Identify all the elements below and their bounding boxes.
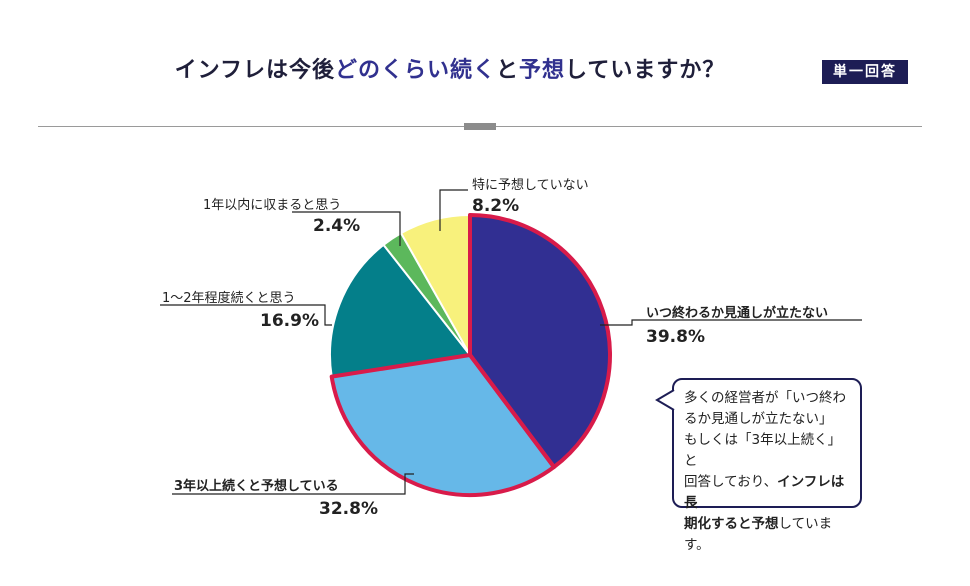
chart-title: インフレは今後どのくらい続くと予想していますか？ xyxy=(0,52,900,84)
title-part-b: どのくらい続く xyxy=(334,57,496,83)
callout-line-1: 多くの経営者が「いつ終わ xyxy=(684,390,846,406)
slice-label-0: いつ終わるか見通しが立たない xyxy=(646,306,829,321)
callout-line-4: 回答しており、インフレは長 xyxy=(684,472,850,514)
callout-line-5a: 期化すると予想 xyxy=(684,516,779,532)
callout-line-5: 期化すると予想しています。 xyxy=(684,514,850,556)
slice-value-2: 16.9% xyxy=(260,311,319,331)
slice-value-1: 32.8% xyxy=(319,499,378,519)
slice-label-3: 1年以内に収まると思う xyxy=(203,198,342,213)
title-part-e: していますか？ xyxy=(565,57,726,83)
callout-line-5b: しています。 xyxy=(684,516,833,553)
leader-line-slice-1 xyxy=(172,473,414,495)
title-part-a: インフレは今後 xyxy=(174,57,335,83)
pie-slice-2 xyxy=(329,243,472,378)
highlight-outline-1 xyxy=(329,353,556,497)
leader-line-slice-3 xyxy=(292,211,401,246)
highlight-outline-0 xyxy=(468,213,612,470)
title-part-c: と xyxy=(495,57,519,83)
leader-line-slice-4 xyxy=(439,189,468,231)
callout-line-3: もしくは「3年以上続く」と xyxy=(684,432,842,469)
slice-value-4: 8.2% xyxy=(472,196,520,216)
leader-lines xyxy=(160,189,862,495)
pie-slices xyxy=(329,213,612,497)
title-part-d: 予想 xyxy=(519,57,566,83)
callout-line-4b: インフレは長 xyxy=(684,474,845,511)
slice-label-1: 3年以上続くと予想している xyxy=(174,479,339,494)
answer-type-badge: 単一回答 xyxy=(822,60,908,84)
slice-value-3: 2.4% xyxy=(313,216,361,236)
callout-line-4a: 回答しており、 xyxy=(684,474,778,490)
slice-label-4: 特に予想していない xyxy=(472,178,589,193)
callout-pointer xyxy=(655,389,675,411)
slice-value-0: 39.8% xyxy=(646,327,705,347)
divider-tab xyxy=(464,123,496,130)
callout-box: 多くの経営者が「いつ終わ るか見通しが立たない」 もしくは「3年以上続く」と 回… xyxy=(672,378,862,553)
leader-line-slice-2 xyxy=(160,304,332,326)
slice-label-2: 1〜2年程度続くと思う xyxy=(162,291,296,306)
leader-line-slice-0 xyxy=(600,319,862,326)
callout-line-2: るか見通しが立たない」 xyxy=(684,411,833,427)
